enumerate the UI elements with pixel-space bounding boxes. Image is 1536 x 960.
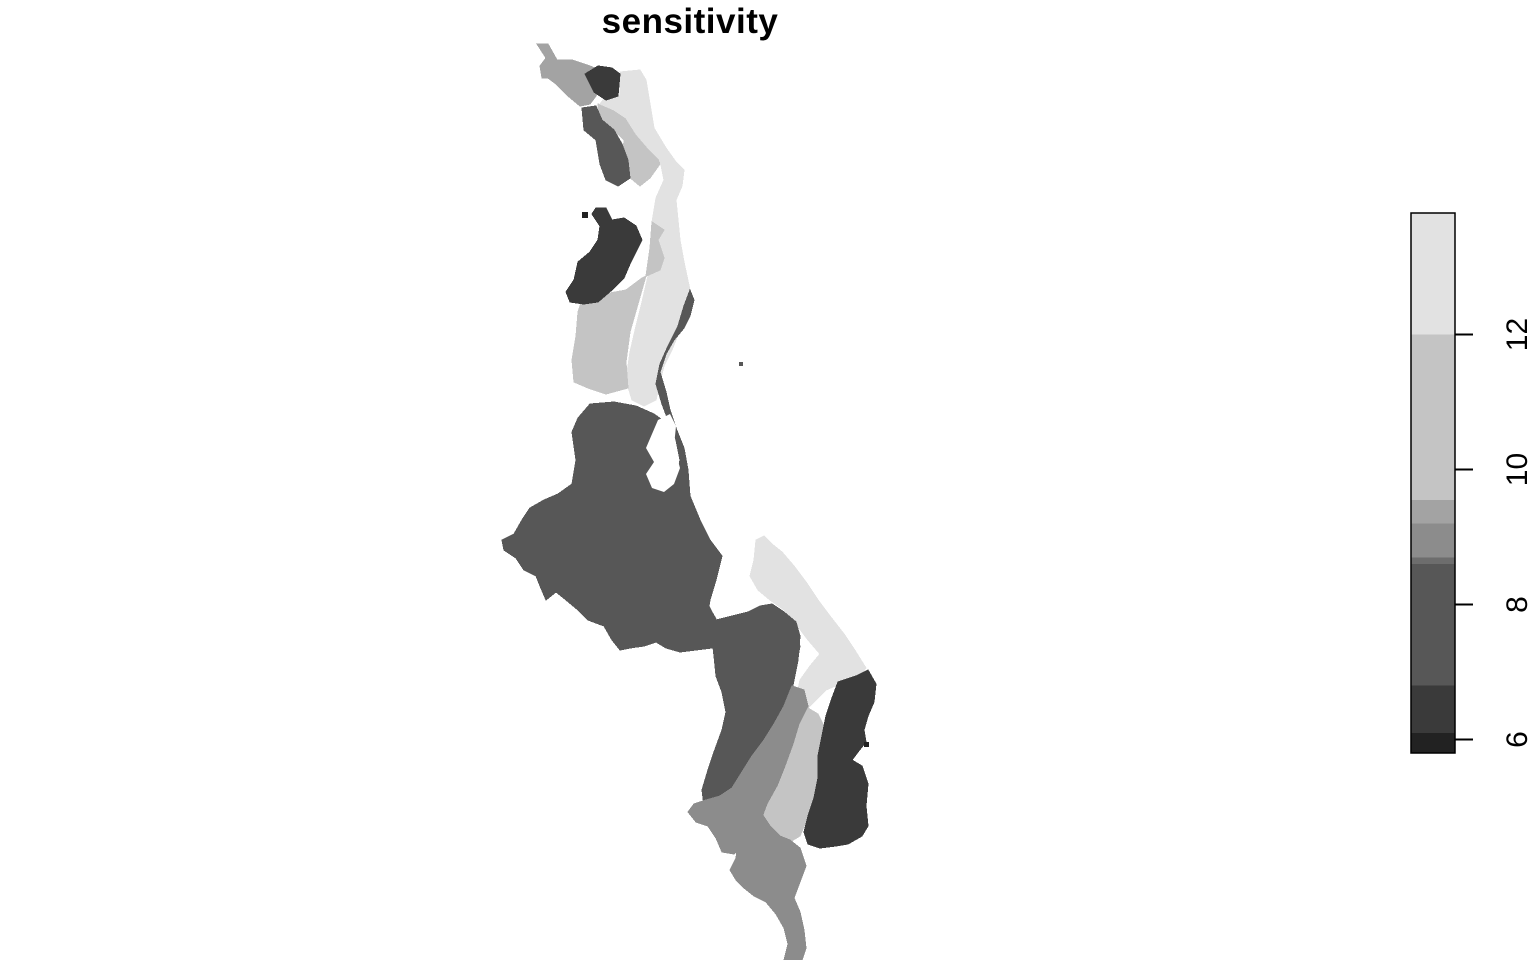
region-north-west	[581, 105, 631, 187]
region-south-light	[749, 535, 867, 711]
region-north-light	[599, 69, 691, 407]
legend-tick-label: 8	[1501, 596, 1534, 613]
region-central-light	[571, 221, 665, 395]
map-title: sensitivity	[601, 2, 779, 41]
legend-band-0	[1411, 732, 1455, 753]
color-legend: 6 8 10 12	[1410, 212, 1534, 754]
region-lake-edge	[655, 288, 723, 613]
legend-band-3	[1411, 557, 1455, 564]
region-north-dark	[584, 65, 621, 101]
region-lake-shore-gap	[646, 414, 680, 492]
legend-band-7	[1411, 213, 1455, 335]
regions-layer	[501, 43, 877, 960]
legend-band-5	[1411, 499, 1455, 524]
legend-tick-label: 6	[1501, 731, 1534, 748]
region-north-tip	[536, 43, 605, 107]
legend-tick-label: 12	[1501, 318, 1534, 351]
region-south-east-dark	[803, 669, 877, 849]
region-south-mid-dark	[739, 611, 801, 679]
legend-band-4	[1411, 523, 1455, 558]
isolated-pixel-east	[864, 742, 869, 747]
legend-band-2	[1411, 564, 1455, 686]
legend-band-6	[1411, 334, 1455, 500]
legend-frame	[1410, 212, 1456, 754]
region-south-tip	[729, 813, 807, 960]
island-pixel	[739, 362, 743, 366]
legend-tick-label: 10	[1501, 453, 1534, 486]
legend-band-1	[1411, 685, 1455, 733]
isolated-pixel	[582, 212, 588, 218]
region-dark-block	[565, 207, 643, 305]
